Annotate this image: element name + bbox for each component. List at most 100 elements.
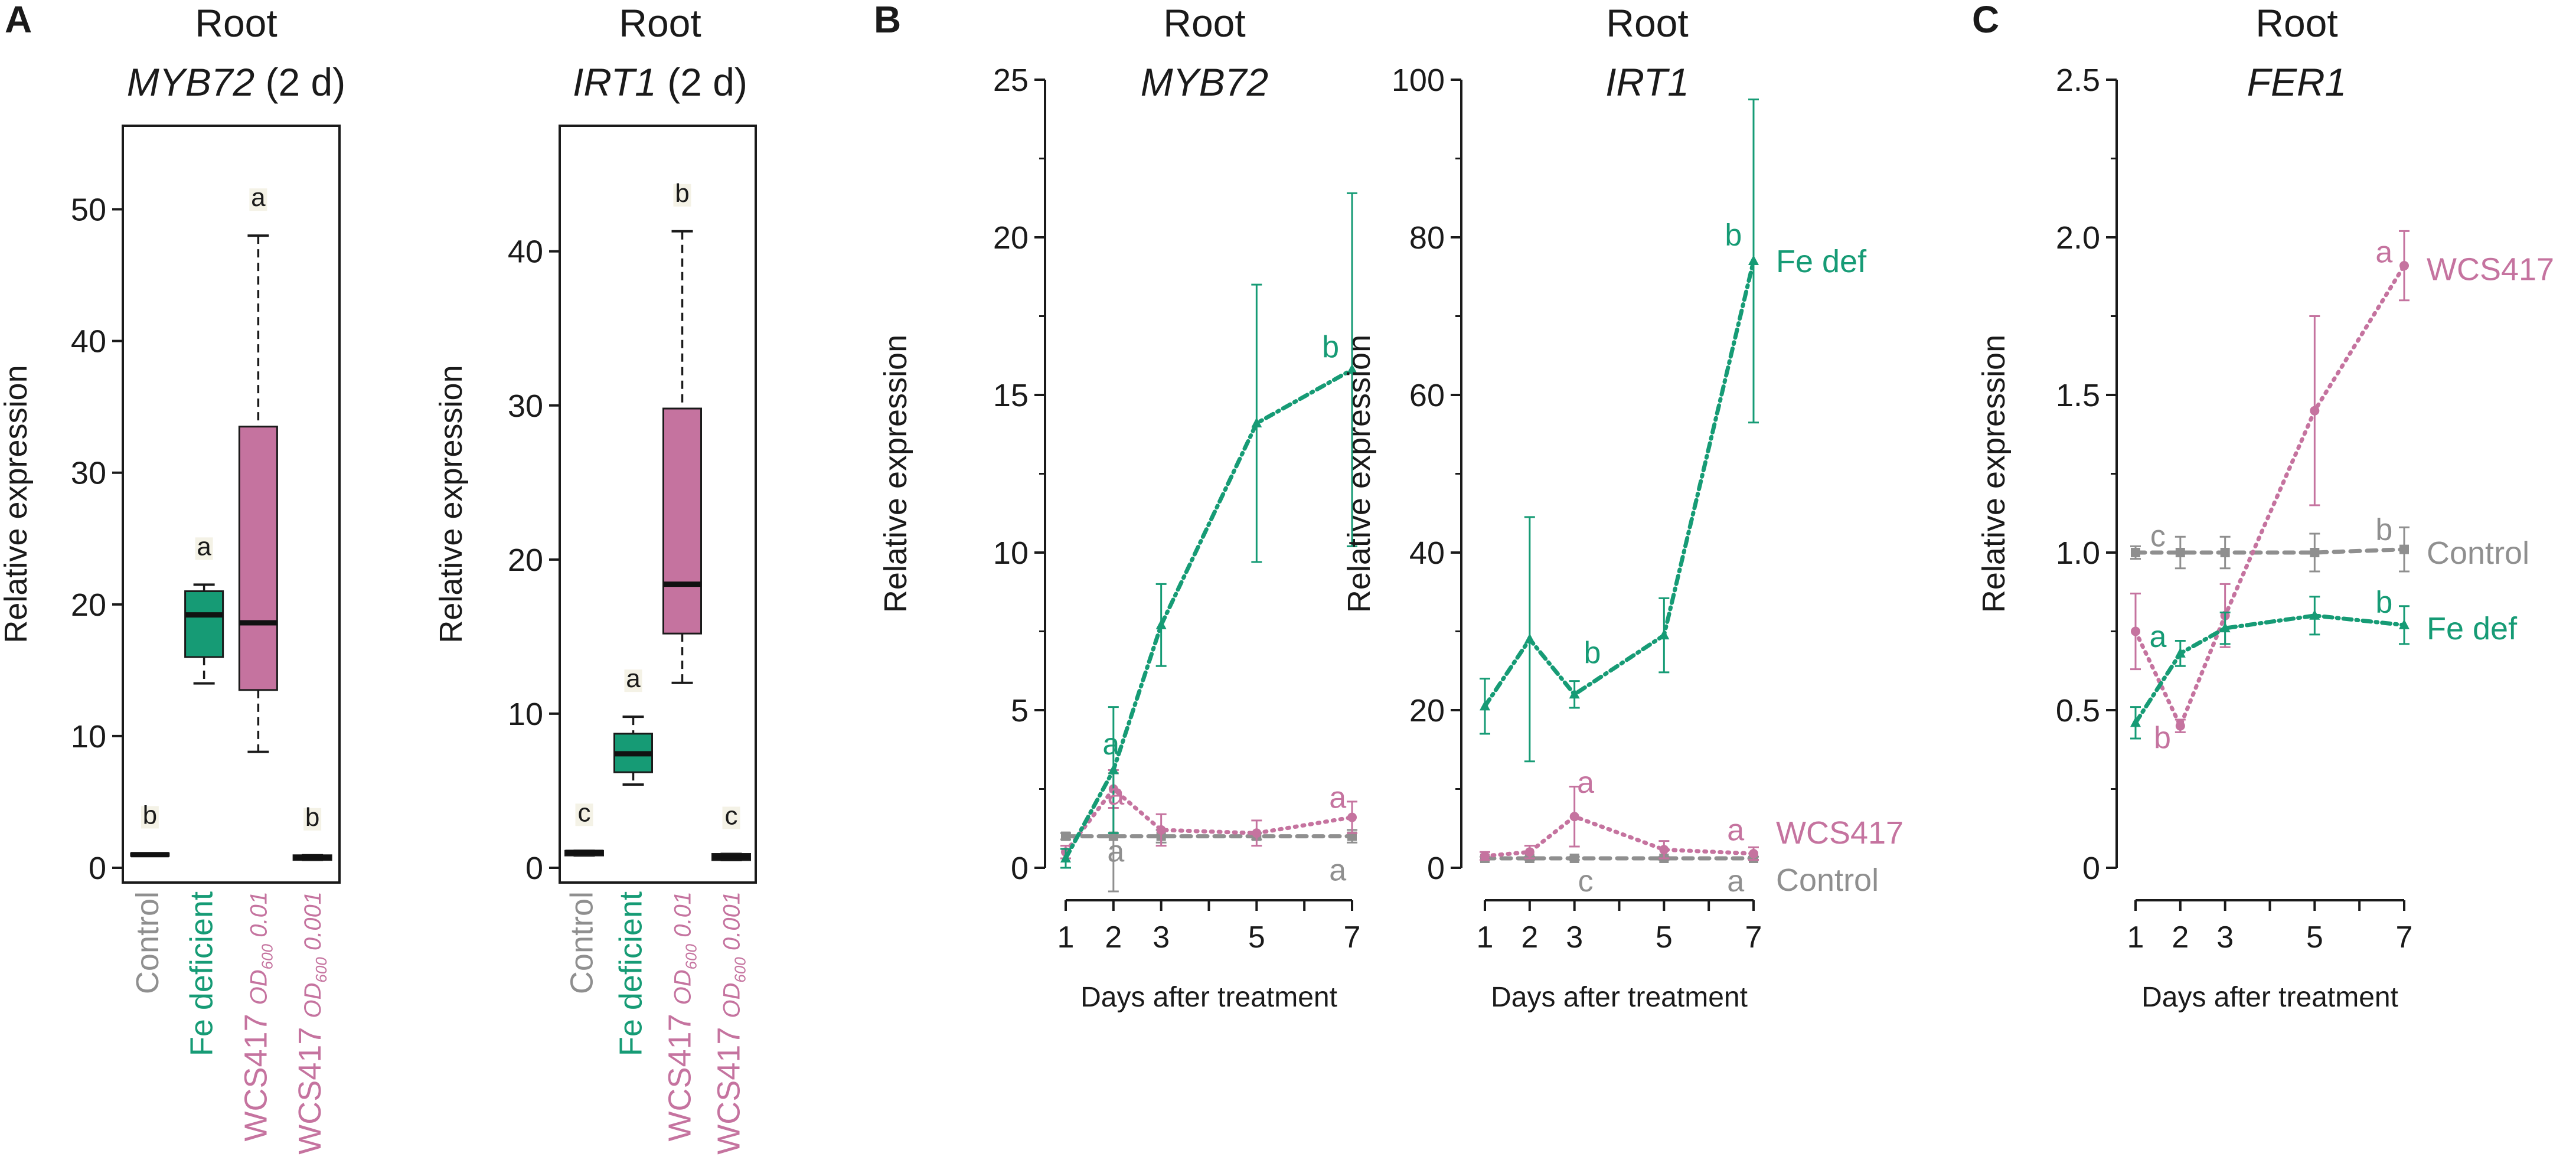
data-point	[2130, 717, 2141, 727]
category-name: WCS417	[292, 1018, 328, 1155]
legend-label: Fe def	[1776, 244, 1867, 279]
data-point	[2399, 544, 2409, 554]
gene-name: IRT1	[573, 60, 657, 104]
gene-name: MYB72	[1141, 60, 1268, 104]
chart-title: Root	[2255, 1, 2337, 45]
data-point	[2175, 721, 2185, 731]
x-axis-label: Days after treatment	[2141, 982, 2398, 1013]
box	[184, 590, 224, 658]
y-tick-label: 0	[1011, 851, 1029, 886]
data-point	[2175, 548, 2185, 557]
legend-label: Control	[1776, 862, 1879, 898]
y-tick-label: 20	[1409, 693, 1445, 728]
y-tick-label: 40	[1409, 535, 1445, 571]
series-control	[2130, 526, 2410, 573]
data-point	[1749, 848, 1758, 858]
x-category-label: WCS417 OD600 0.001	[292, 891, 330, 1155]
chart-fer1-time: Root FER1 0 0.5 1.0 1.5 2.0 2.5 Relative express…	[1976, 1, 2554, 1013]
data-point	[2175, 647, 2186, 658]
data-point	[1658, 629, 1670, 640]
x-tick-label: 5	[1656, 920, 1673, 955]
series-fe-def	[1480, 98, 1759, 763]
legend-label: Control	[2427, 535, 2529, 571]
data-point	[2220, 548, 2230, 557]
data-point	[1347, 812, 1357, 822]
data-point	[2131, 626, 2140, 636]
x-category-label: Fe deficient	[184, 891, 220, 1056]
od-value: 0.01	[246, 891, 272, 944]
legend-label: Fe def	[2427, 611, 2518, 646]
x-tick-label: 5	[2306, 920, 2323, 955]
gene-name: MYB72	[127, 60, 254, 104]
od-value: 0.01	[670, 891, 696, 944]
significance-letter: a	[197, 532, 211, 561]
data-point	[1524, 847, 1535, 857]
od-subscript: 600	[732, 957, 749, 983]
y-axis-label: Relative expression	[0, 365, 34, 643]
data-point	[1480, 851, 1490, 861]
significance-letter: a	[1727, 813, 1744, 847]
series-wcs417	[2130, 230, 2410, 733]
series-line	[2133, 613, 2407, 725]
x-tick-label: 7	[2396, 920, 2413, 955]
plot-frame	[559, 125, 757, 884]
chart-subtitle: MYB72	[1141, 60, 1268, 104]
data-point	[2310, 548, 2320, 557]
od-label: OD	[300, 983, 326, 1018]
category-name: Control	[564, 891, 600, 994]
y-axis-label: Relative expression	[878, 335, 913, 613]
chart-title: Root	[1606, 1, 1688, 45]
x-category-label: WCS417 OD600 0.01	[662, 891, 700, 1141]
data-point	[1748, 255, 1759, 266]
letter-bg	[722, 806, 740, 829]
y-tick-label: 0	[525, 851, 543, 886]
data-point	[2399, 261, 2409, 271]
y-tick-label: 1.5	[2056, 378, 2100, 413]
x-tick-label: 2	[1521, 920, 1538, 955]
chart-subtitle: IRT1	[1605, 60, 1689, 104]
data-point	[1569, 853, 1579, 863]
chart-title: Root	[1163, 1, 1245, 45]
panel-label-a: A	[5, 0, 32, 41]
legend-label: WCS417	[1776, 815, 1904, 851]
y-tick-label: 100	[1392, 63, 1445, 98]
significance-letter: b	[2375, 585, 2392, 619]
significance-letter: a	[1102, 727, 1119, 762]
y-tick-label: 10	[508, 697, 543, 732]
y-tick-label: 80	[1409, 220, 1445, 256]
y-tick-label: 20	[508, 543, 543, 578]
data-point	[1569, 688, 1580, 699]
data-point	[1155, 619, 1167, 629]
chart-irt1-time: Root IRT1 0 20 40 60 80 100 Relative expression 1…	[1341, 1, 1904, 1013]
y-tick-label: 20	[993, 220, 1029, 256]
y-tick-label: 0.5	[2056, 693, 2100, 728]
data-point	[2399, 619, 2410, 629]
y-tick-label: 30	[71, 456, 106, 491]
letter-bg	[195, 537, 213, 560]
panel-label-b: B	[874, 0, 901, 41]
category-name: Control	[130, 891, 165, 994]
x-tick-label: 2	[2172, 920, 2189, 955]
gene-name: IRT1	[1605, 60, 1689, 104]
x-tick-label: 2	[1105, 920, 1122, 955]
data-point	[2131, 548, 2140, 557]
letter-bg	[575, 803, 593, 826]
x-category-label: WCS417 OD600 0.001	[711, 891, 749, 1155]
y-tick-label: 25	[993, 63, 1029, 98]
x-tick-label: 7	[1745, 920, 1762, 955]
significance-letter: a	[2149, 620, 2166, 654]
y-tick-label: 15	[993, 378, 1029, 413]
data-point	[1347, 364, 1357, 374]
y-tick-label: 2.0	[2056, 220, 2100, 256]
x-tick-label: 3	[1566, 920, 1583, 955]
significance-letter: c	[1578, 864, 1594, 898]
significance-letter: b	[1322, 330, 1339, 364]
x-tick-label: 1	[2127, 920, 2144, 955]
significance-letter: b	[2154, 721, 2171, 755]
chart-subtitle: FER1	[2247, 60, 2347, 104]
data-point	[1569, 812, 1579, 822]
significance-letter: c	[2150, 519, 2166, 553]
x-tick-label: 1	[1057, 920, 1075, 955]
box	[662, 407, 702, 635]
